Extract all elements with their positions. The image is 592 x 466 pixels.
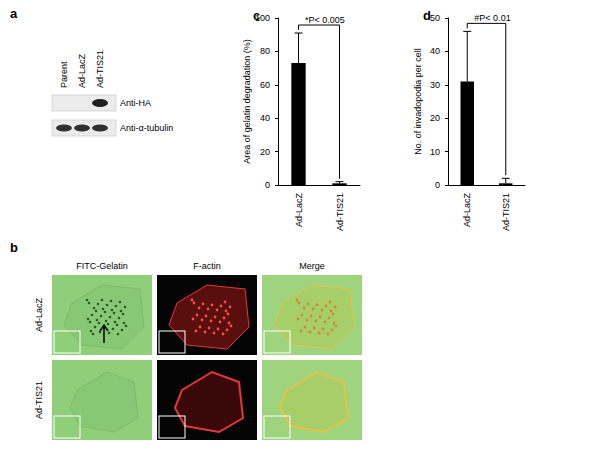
svg-text:50: 50 <box>430 13 440 23</box>
svg-text:Ad-LacZ: Ad-LacZ <box>294 192 304 227</box>
svg-text:c: c <box>253 8 260 23</box>
svg-text:Ad-TIS21: Ad-TIS21 <box>501 193 511 231</box>
svg-text:b: b <box>10 240 18 255</box>
svg-text:Merge: Merge <box>299 261 325 271</box>
svg-text:No. of invadopodia per cell: No. of invadopodia per cell <box>413 48 423 155</box>
svg-text:a: a <box>10 6 18 21</box>
svg-text:Area of gelatin degradation (%: Area of gelatin degradation (%) <box>242 39 252 164</box>
svg-text:Anti-HA: Anti-HA <box>120 98 151 108</box>
svg-text:FITC-Gelatin: FITC-Gelatin <box>76 261 128 271</box>
svg-text:100: 100 <box>255 13 270 23</box>
svg-text:0: 0 <box>265 180 270 190</box>
svg-text:Ad-LacZ: Ad-LacZ <box>462 192 472 227</box>
svg-text:Ad-LacZ: Ad-LacZ <box>77 53 87 88</box>
svg-text:F-actin: F-actin <box>193 261 221 271</box>
svg-text:Ad-LacZ: Ad-LacZ <box>34 297 44 332</box>
svg-text:80: 80 <box>260 46 270 56</box>
svg-text:40: 40 <box>260 113 270 123</box>
svg-text:40: 40 <box>430 46 440 56</box>
svg-text:30: 30 <box>430 80 440 90</box>
svg-text:Ad-TIS21: Ad-TIS21 <box>95 50 105 88</box>
svg-text:Ad-TIS21: Ad-TIS21 <box>335 193 345 231</box>
svg-text:Ad-TIS21: Ad-TIS21 <box>34 381 44 419</box>
svg-text:*P< 0.005: *P< 0.005 <box>305 15 345 25</box>
svg-text:#P< 0.01: #P< 0.01 <box>474 13 510 23</box>
svg-text:10: 10 <box>430 147 440 157</box>
svg-text:60: 60 <box>260 80 270 90</box>
svg-text:d: d <box>423 8 431 23</box>
svg-text:Anti-α-tubulin: Anti-α-tubulin <box>120 123 173 133</box>
svg-text:0: 0 <box>435 180 440 190</box>
svg-text:20: 20 <box>430 113 440 123</box>
svg-text:Parent: Parent <box>59 61 69 88</box>
svg-text:20: 20 <box>260 147 270 157</box>
